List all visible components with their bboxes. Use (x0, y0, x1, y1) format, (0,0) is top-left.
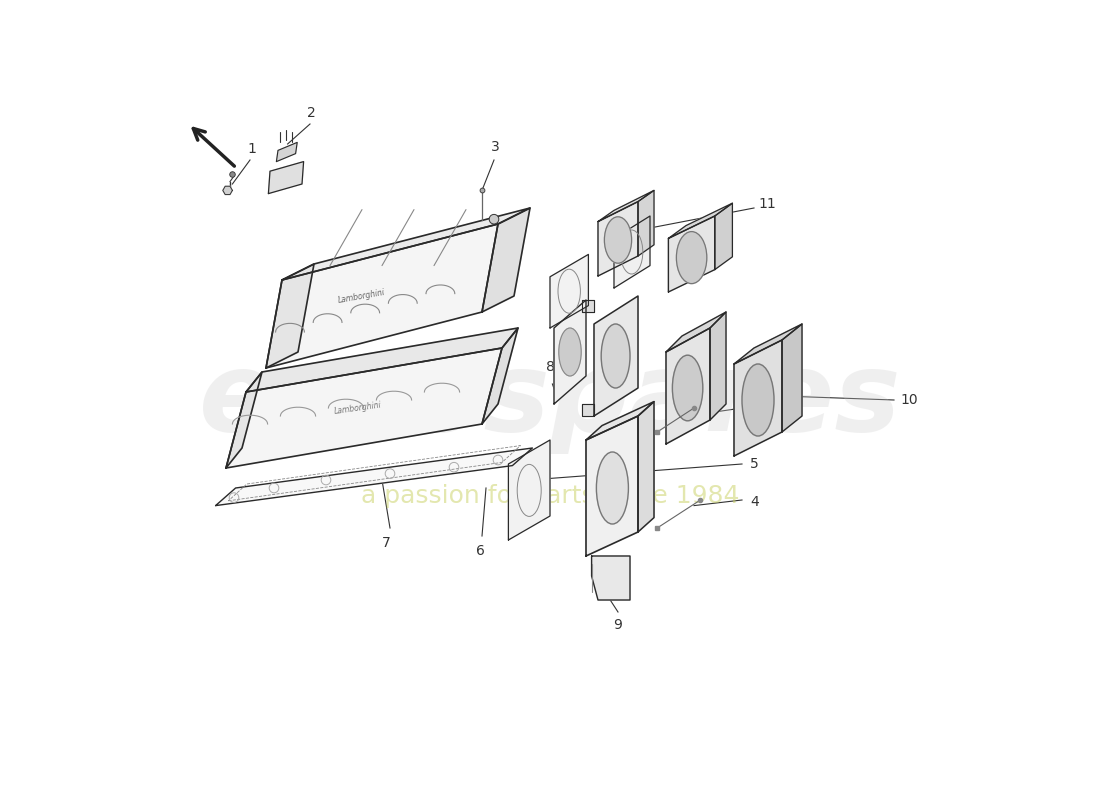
Polygon shape (482, 208, 530, 312)
Polygon shape (582, 404, 594, 416)
Text: 5: 5 (750, 457, 759, 471)
Text: 2: 2 (307, 106, 316, 120)
Polygon shape (669, 203, 733, 238)
Text: Lamborghini: Lamborghini (333, 400, 383, 416)
Text: 11: 11 (758, 197, 776, 211)
Polygon shape (554, 300, 586, 404)
Polygon shape (592, 556, 630, 600)
Polygon shape (734, 340, 782, 456)
Polygon shape (586, 402, 654, 440)
Polygon shape (582, 300, 594, 312)
Polygon shape (782, 324, 802, 432)
Polygon shape (246, 328, 518, 392)
Polygon shape (638, 190, 654, 256)
Polygon shape (710, 312, 726, 420)
Polygon shape (669, 216, 715, 292)
Text: 9: 9 (614, 618, 623, 632)
Polygon shape (482, 328, 518, 424)
Polygon shape (282, 208, 530, 280)
Polygon shape (666, 312, 726, 352)
Polygon shape (614, 216, 650, 288)
Text: 3: 3 (492, 139, 500, 154)
Polygon shape (266, 264, 314, 368)
Text: 4: 4 (750, 494, 759, 509)
Text: 7: 7 (382, 536, 390, 550)
Polygon shape (223, 186, 232, 194)
Text: 8: 8 (546, 359, 554, 374)
Ellipse shape (559, 328, 581, 376)
Polygon shape (734, 324, 802, 364)
Text: 10: 10 (901, 393, 918, 407)
Polygon shape (266, 224, 498, 368)
Polygon shape (268, 162, 304, 194)
Polygon shape (598, 190, 654, 222)
Text: 6: 6 (476, 544, 485, 558)
Ellipse shape (602, 324, 630, 388)
Polygon shape (550, 254, 588, 328)
Polygon shape (508, 440, 550, 540)
Ellipse shape (676, 231, 707, 283)
Ellipse shape (672, 355, 703, 421)
Text: 1: 1 (248, 142, 256, 156)
Ellipse shape (604, 217, 631, 263)
Text: Lamborghini: Lamborghini (338, 287, 386, 305)
Polygon shape (594, 296, 638, 416)
Polygon shape (276, 142, 297, 162)
Polygon shape (226, 348, 502, 468)
Polygon shape (598, 202, 638, 276)
Text: eurospares: eurospares (199, 346, 901, 454)
Polygon shape (638, 402, 654, 532)
Polygon shape (216, 448, 532, 506)
Polygon shape (666, 328, 710, 444)
Text: 4: 4 (750, 402, 759, 417)
Polygon shape (226, 372, 262, 468)
Ellipse shape (742, 364, 774, 436)
Text: a passion for parts since 1984: a passion for parts since 1984 (361, 484, 739, 508)
Circle shape (490, 214, 498, 224)
Ellipse shape (596, 452, 628, 524)
Polygon shape (586, 416, 638, 556)
Polygon shape (715, 203, 733, 270)
